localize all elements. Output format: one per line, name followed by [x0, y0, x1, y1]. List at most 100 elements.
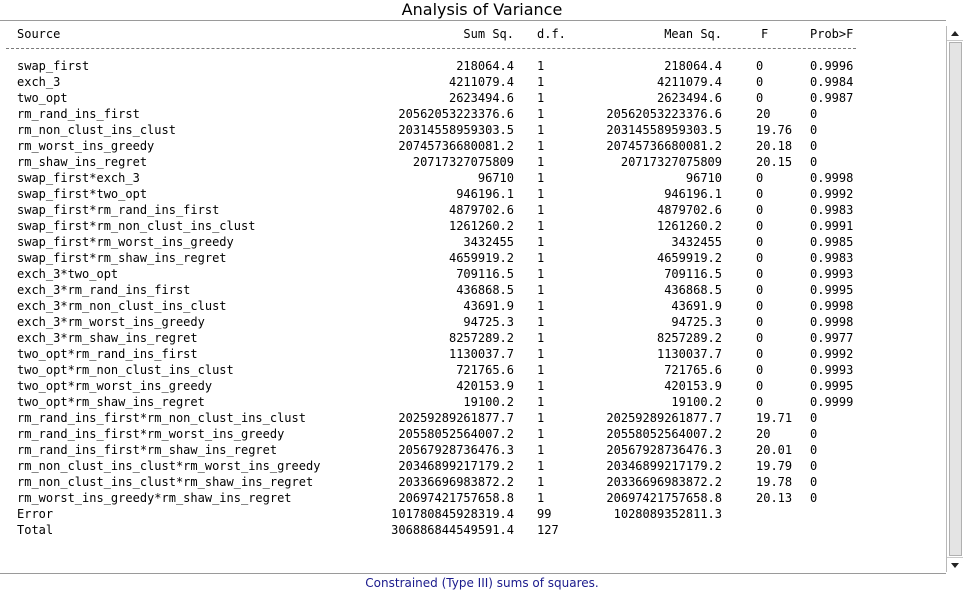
cell-sum-sq: 101780845928319.4 [391, 507, 514, 521]
cell-df: 1 [537, 187, 545, 201]
table-row: swap_first*rm_worst_ins_greedy 3432455 1 34… [0, 234, 946, 250]
cell-df: 1 [537, 267, 545, 281]
cell-sum-sq: 8257289.2 [448, 331, 514, 345]
table-row: exch_3*rm_worst_ins_greedy 94725.3 1 94725.… [0, 314, 946, 330]
cell-prob: 0.9995 [810, 283, 854, 297]
cell-mean-sq: 3432455 [671, 235, 722, 249]
cell-sum-sq: 20567928736476.3 [398, 443, 514, 457]
cell-f: 20 [756, 107, 771, 121]
cell-sum-sq: 94725.3 [463, 315, 514, 329]
cell-df: 1 [537, 59, 545, 73]
cell-sum-sq: 4879702.6 [448, 203, 514, 217]
cell-sum-sq: 43691.9 [463, 299, 514, 313]
cell-df: 1 [537, 251, 545, 265]
cell-prob: 0.9984 [810, 75, 854, 89]
cell-mean-sq: 946196.1 [664, 187, 722, 201]
cell-source: swap_first*rm_shaw_ins_regret [17, 251, 227, 265]
cell-source: rm_rand_ins_first*rm_worst_ins_greedy [17, 427, 285, 441]
cell-source: swap_first*exch_3 [17, 171, 140, 185]
scrollbar-thumb[interactable] [949, 42, 962, 556]
cell-mean-sq: 4659919.2 [656, 251, 722, 265]
cell-df: 1 [537, 107, 545, 121]
table-row: rm_rand_ins_first*rm_shaw_ins_regret 2056… [0, 442, 946, 458]
cell-mean-sq: 4879702.6 [656, 203, 722, 217]
table-row: exch_3*rm_rand_ins_first 436868.5 1 436868.… [0, 282, 946, 298]
cell-f: 20.15 [756, 155, 793, 169]
table-row: exch_3*rm_shaw_ins_regret 8257289.2 1 82572… [0, 330, 946, 346]
header-mean-sq: Mean Sq. [664, 27, 722, 41]
table-row: exch_3 4211079.4 1 4211079.4 0 0.9984 [0, 74, 946, 90]
cell-prob: 0.9977 [810, 331, 854, 345]
cell-df: 99 [537, 507, 552, 521]
cell-mean-sq: 20558052564007.2 [606, 427, 722, 441]
cell-source: exch_3*rm_non_clust_ins_clust [17, 299, 227, 313]
cell-f: 0 [756, 203, 764, 217]
table-row: exch_3*two_opt 709116.5 1 709116.5 0 0.9993 [0, 266, 946, 282]
cell-mean-sq: 4211079.4 [656, 75, 722, 89]
cell-mean-sq: 94725.3 [671, 315, 722, 329]
cell-sum-sq: 20336696983872.2 [398, 475, 514, 489]
table-row: swap_first*exch_3 96710 1 96710 0 0.9998 [0, 170, 946, 186]
cell-df: 1 [537, 155, 545, 169]
cell-prob: 0.9983 [810, 203, 854, 217]
cell-f: 0 [756, 251, 764, 265]
cell-sum-sq: 721765.6 [456, 363, 514, 377]
cell-df: 1 [537, 395, 545, 409]
cell-f: 19.71 [756, 411, 793, 425]
cell-sum-sq: 20745736680081.2 [398, 139, 514, 153]
cell-source: exch_3 [17, 75, 61, 89]
table-row: rm_worst_ins_greedy*rm_shaw_ins_regret 20… [0, 490, 946, 506]
table-row: rm_rand_ins_first 20562053223376.6 1 205620… [0, 106, 946, 122]
cell-prob: 0.9985 [810, 235, 854, 249]
cell-f: 0 [756, 347, 764, 361]
cell-source: rm_rand_ins_first*rm_shaw_ins_regret [17, 443, 278, 457]
cell-source: rm_worst_ins_greedy*rm_shaw_ins_regret [17, 491, 292, 505]
cell-prob: 0.9983 [810, 251, 854, 265]
cell-sum-sq: 96710 [477, 171, 514, 185]
cell-f: 0 [756, 379, 764, 393]
cell-sum-sq: 20314558959303.5 [398, 123, 514, 137]
table-row: two_opt*rm_shaw_ins_regret 19100.2 1 19100.… [0, 394, 946, 410]
cell-df: 1 [537, 347, 545, 361]
cell-prob: 0.9995 [810, 379, 854, 393]
table-row: swap_first*rm_non_clust_ins_clust 1261260… [0, 218, 946, 234]
cell-prob: 0 [810, 443, 818, 457]
cell-sum-sq: 4659919.2 [448, 251, 514, 265]
cell-mean-sq: 709116.5 [664, 267, 722, 281]
vertical-scrollbar[interactable] [946, 26, 963, 572]
table-row: swap_first*two_opt 946196.1 1 946196.1 0 0.99… [0, 186, 946, 202]
cell-sum-sq: 1130037.7 [448, 347, 514, 361]
cell-mean-sq: 19100.2 [671, 395, 722, 409]
cell-mean-sq: 2623494.6 [656, 91, 722, 105]
scroll-up-button[interactable] [947, 26, 963, 41]
cell-f: 0 [756, 91, 764, 105]
cell-prob: 0.9999 [810, 395, 854, 409]
table-row: Total 306886844549591.4 127 [0, 522, 946, 538]
triangle-up-icon [951, 30, 959, 36]
cell-source: rm_shaw_ins_regret [17, 155, 148, 169]
cell-source: Error [17, 507, 54, 521]
table-row: rm_worst_ins_greedy 20745736680081.2 1 2074… [0, 138, 946, 154]
cell-source: swap_first [17, 59, 90, 73]
header-sum-sq: Sum Sq. [463, 27, 514, 41]
cell-sum-sq: 436868.5 [456, 283, 514, 297]
cell-prob: 0 [810, 475, 818, 489]
cell-sum-sq: 20259289261877.7 [398, 411, 514, 425]
cell-df: 1 [537, 203, 545, 217]
cell-f: 0 [756, 171, 764, 185]
anova-table-panel[interactable]: Source Sum Sq. d.f. Mean Sq. F Prob>F sw… [0, 20, 946, 574]
scroll-down-button[interactable] [947, 557, 963, 572]
cell-df: 1 [537, 123, 545, 137]
cell-df: 1 [537, 75, 545, 89]
cell-sum-sq: 1261260.2 [448, 219, 514, 233]
triangle-down-icon [951, 562, 959, 568]
cell-df: 1 [537, 219, 545, 233]
cell-mean-sq: 20314558959303.5 [606, 123, 722, 137]
cell-f: 0 [756, 235, 764, 249]
cell-df: 1 [537, 459, 545, 473]
anova-table: Source Sum Sq. d.f. Mean Sq. F Prob>F sw… [0, 21, 946, 538]
header-source: Source [17, 27, 61, 41]
table-row: rm_non_clust_ins_clust 20314558959303.5 1 2… [0, 122, 946, 138]
cell-df: 1 [537, 283, 545, 297]
header-df: d.f. [537, 27, 566, 41]
